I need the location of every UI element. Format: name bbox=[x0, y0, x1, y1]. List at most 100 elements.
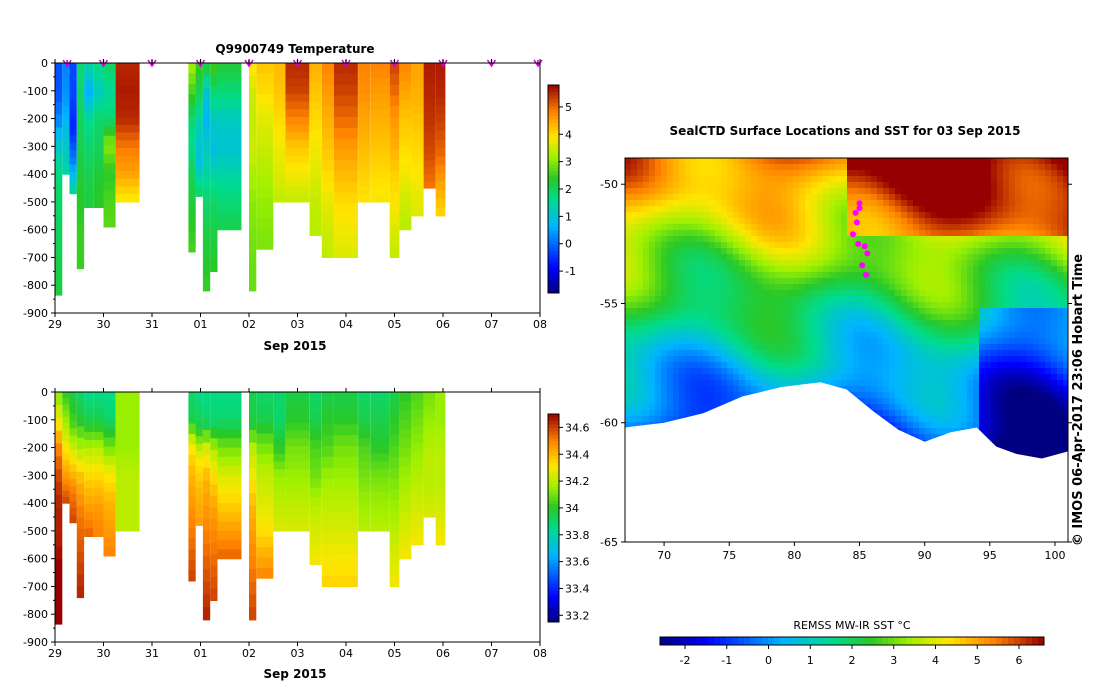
profile-cell bbox=[103, 428, 116, 439]
colorbar-segment bbox=[548, 234, 559, 239]
sst-cell bbox=[763, 230, 769, 236]
sst-cell bbox=[637, 392, 643, 398]
y-tick-label: -900 bbox=[23, 307, 48, 320]
profile-cell bbox=[217, 118, 242, 129]
sst-cell bbox=[811, 158, 817, 164]
sst-cell bbox=[949, 266, 955, 272]
profile-cell bbox=[210, 144, 218, 157]
colorbar-segment bbox=[548, 594, 559, 599]
sst-cell bbox=[733, 368, 739, 374]
sst-cell bbox=[739, 182, 745, 188]
sst-cell bbox=[817, 242, 823, 248]
sst-cell bbox=[781, 314, 787, 320]
sst-cell bbox=[775, 218, 781, 224]
sst-cell bbox=[739, 326, 745, 332]
sst-cell bbox=[847, 236, 853, 242]
sst-cell bbox=[739, 290, 745, 296]
sst-cell bbox=[955, 224, 961, 230]
sst-cell bbox=[1009, 332, 1015, 338]
sst-cell bbox=[901, 362, 907, 368]
sst-cell bbox=[769, 338, 775, 344]
sst-cell bbox=[1057, 266, 1063, 272]
sst-cell bbox=[895, 254, 901, 260]
sst-cell bbox=[1021, 296, 1027, 302]
profile-cell bbox=[285, 178, 310, 187]
profile-cell bbox=[195, 107, 203, 116]
profile-cell bbox=[399, 109, 412, 120]
profile-cell bbox=[321, 106, 334, 118]
sst-cell bbox=[673, 290, 679, 296]
profile-cell bbox=[256, 495, 274, 507]
sst-cell bbox=[847, 266, 853, 272]
sst-cell bbox=[739, 296, 745, 302]
sst-cell bbox=[1033, 302, 1039, 308]
sst-cell bbox=[889, 344, 895, 350]
sst-cell bbox=[739, 356, 745, 362]
sst-cell bbox=[733, 308, 739, 314]
sst-cell bbox=[721, 158, 727, 164]
sst-cell bbox=[1009, 272, 1015, 278]
sst-cell bbox=[943, 164, 949, 170]
sst-cell bbox=[781, 224, 787, 230]
sst-cell bbox=[949, 230, 955, 236]
sst-cell bbox=[631, 206, 637, 212]
sst-cell bbox=[895, 362, 901, 368]
sst-cell bbox=[1063, 224, 1068, 230]
sst-cell bbox=[907, 158, 913, 164]
colorbar-segment bbox=[548, 524, 559, 529]
sst-cell bbox=[679, 266, 685, 272]
profile-cell bbox=[321, 235, 334, 248]
sst-cell bbox=[1027, 164, 1033, 170]
profile-cell bbox=[285, 476, 310, 486]
colorbar-segment bbox=[548, 531, 559, 536]
sst-cell bbox=[979, 278, 985, 284]
sst-cell bbox=[721, 284, 727, 290]
profile-cell bbox=[84, 135, 94, 144]
sst-cell bbox=[991, 434, 997, 440]
sst-cell bbox=[667, 164, 673, 170]
sst-cell bbox=[955, 158, 961, 164]
sst-cell bbox=[829, 224, 835, 230]
sst-cell bbox=[1027, 230, 1033, 236]
sst-cell bbox=[973, 356, 979, 362]
colorbar-segment bbox=[548, 178, 559, 183]
sst-cell bbox=[889, 404, 895, 410]
sst-cell bbox=[913, 236, 919, 242]
sst-cell bbox=[925, 422, 931, 428]
sst-cell bbox=[949, 242, 955, 248]
sst-cell bbox=[925, 308, 931, 314]
sst-cell bbox=[1009, 398, 1015, 404]
sst-cell bbox=[775, 158, 781, 164]
sst-cell bbox=[937, 356, 943, 362]
sst-cell bbox=[877, 344, 883, 350]
sst-cell bbox=[979, 362, 985, 368]
sst-cell bbox=[1021, 260, 1027, 266]
profile-cell bbox=[321, 246, 334, 258]
y-tick-label: -700 bbox=[23, 251, 48, 264]
sst-cell bbox=[631, 320, 637, 326]
sst-cell bbox=[913, 206, 919, 212]
sst-cell bbox=[709, 278, 715, 284]
sst-cell bbox=[889, 392, 895, 398]
profile-cell bbox=[256, 392, 274, 403]
sst-cell bbox=[847, 320, 853, 326]
sst-cell bbox=[673, 242, 679, 248]
sst-cell bbox=[889, 206, 895, 212]
profile-cell bbox=[411, 409, 424, 419]
sst-cell bbox=[895, 158, 901, 164]
profile-cell bbox=[188, 465, 196, 477]
sst-cell bbox=[1027, 386, 1033, 392]
sst-cell bbox=[991, 428, 997, 434]
sst-cell bbox=[781, 356, 787, 362]
sst-cell bbox=[907, 230, 913, 236]
sst-cell bbox=[763, 308, 769, 314]
sst-cell bbox=[955, 386, 961, 392]
sst-cell bbox=[697, 296, 703, 302]
profile-cell bbox=[84, 528, 94, 537]
sst-cell bbox=[1015, 260, 1021, 266]
profile-cell bbox=[423, 83, 436, 92]
sst-cell bbox=[703, 176, 709, 182]
sst-cell bbox=[775, 326, 781, 332]
sst-cell bbox=[823, 218, 829, 224]
sst-cell bbox=[865, 254, 871, 260]
